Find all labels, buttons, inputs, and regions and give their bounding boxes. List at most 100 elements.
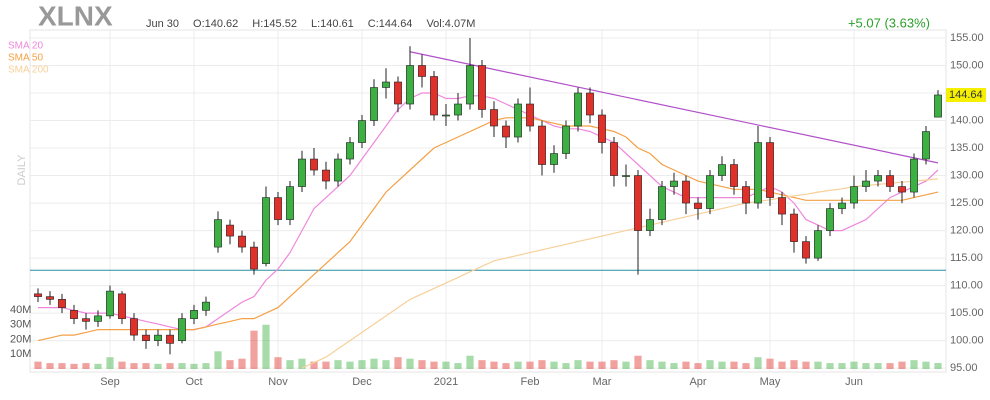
volume-bar <box>322 361 330 369</box>
candle-body <box>406 65 414 105</box>
volume-bar <box>766 358 774 369</box>
candle-body <box>178 318 186 341</box>
candle-body <box>910 158 918 193</box>
candle-body <box>370 87 378 121</box>
volume-bar <box>154 363 162 369</box>
candle-body <box>682 180 690 204</box>
volume-bar <box>922 361 930 369</box>
volume-bar <box>358 360 366 369</box>
change: +5.07 (3.63%) <box>848 15 930 30</box>
volume-bar <box>490 361 498 369</box>
sma-line <box>301 178 939 369</box>
candle-body <box>238 235 246 248</box>
y-tick-label: 155.00 <box>950 32 984 44</box>
price-tag-bg <box>946 87 986 102</box>
candle-body <box>382 81 390 88</box>
volume-bar <box>178 363 186 369</box>
y-tick-label: 130.00 <box>950 169 984 181</box>
volume-bar <box>202 363 210 369</box>
candle-body <box>346 142 354 160</box>
volume-bar <box>826 363 834 369</box>
volume-tick-label: 40M <box>10 304 31 316</box>
candle-body <box>130 318 138 336</box>
volume-bar <box>502 363 510 369</box>
volume-bar <box>442 361 450 369</box>
volume-bar <box>814 361 822 369</box>
candle-body <box>586 92 594 116</box>
volume-bar <box>406 358 414 369</box>
volume-bar <box>586 361 594 369</box>
candle-body <box>34 293 42 297</box>
x-tick-label: Oct <box>185 376 202 388</box>
candle-body <box>754 142 762 204</box>
candle-body <box>454 103 462 116</box>
candle-body <box>94 315 102 322</box>
candle-body <box>610 142 618 176</box>
candle-body <box>670 180 678 187</box>
candle-body <box>730 164 738 187</box>
trend-line <box>409 51 939 164</box>
candle-body <box>190 310 198 319</box>
volume-bar <box>214 351 222 369</box>
volume-bar <box>166 363 174 369</box>
volume-bar <box>670 363 678 369</box>
y-tick-label: 95.00 <box>950 362 978 374</box>
volume-bar <box>226 360 234 369</box>
volume-bar <box>610 360 618 369</box>
volume-bar <box>370 358 378 369</box>
volume-bar <box>790 360 798 369</box>
x-tick-label: Sep <box>100 376 120 388</box>
legend-entry: SMA 200 <box>8 65 49 76</box>
candle-body <box>538 125 546 165</box>
ticker: XLNX <box>38 0 113 31</box>
candle-body <box>46 296 54 300</box>
volume-bar <box>934 362 942 369</box>
y-tick-label: 100.00 <box>950 335 984 347</box>
volume-bar <box>646 360 654 369</box>
volume-bar <box>754 357 762 369</box>
candle-body <box>598 114 606 143</box>
candle-body <box>70 310 78 319</box>
volume-bar <box>478 360 486 369</box>
x-tick-label: Nov <box>268 376 288 388</box>
volume-bar <box>658 361 666 369</box>
candle-body <box>310 158 318 171</box>
candle-body <box>106 290 114 317</box>
volume-bar <box>82 363 90 369</box>
candle-body <box>562 125 570 154</box>
candle-body <box>250 246 258 270</box>
candle-body <box>898 186 906 193</box>
volume-bar <box>778 361 786 369</box>
volume-bar <box>310 361 318 369</box>
info-field: Vol:4.07M <box>426 18 475 30</box>
candle-body <box>706 175 714 209</box>
volume-bar <box>886 363 894 369</box>
x-tick-label: Mar <box>593 376 612 388</box>
candle-body <box>742 186 750 204</box>
volume-bar <box>238 358 246 369</box>
candle-body <box>214 219 222 248</box>
info-field: L:140.61 <box>311 18 354 30</box>
candle-body <box>790 213 798 242</box>
candle-body <box>838 202 846 209</box>
info-field: H:145.52 <box>252 18 297 30</box>
candle-body <box>262 197 270 264</box>
volume-bar <box>394 357 402 369</box>
candle-body <box>430 76 438 116</box>
candle-body <box>394 81 402 105</box>
candle-body <box>802 241 810 259</box>
volume-tick-label: 30M <box>10 319 31 331</box>
volume-bar <box>682 361 690 369</box>
candle-body <box>334 158 342 182</box>
volume-bar <box>70 363 78 369</box>
volume-bar <box>46 363 54 369</box>
candle-body <box>718 164 726 176</box>
y-tick-label: 115.00 <box>950 252 983 264</box>
volume-bar <box>910 360 918 369</box>
volume-bar <box>694 363 702 369</box>
volume-bar <box>862 363 870 369</box>
plot-frame <box>29 29 947 373</box>
volume-bar <box>334 360 342 369</box>
